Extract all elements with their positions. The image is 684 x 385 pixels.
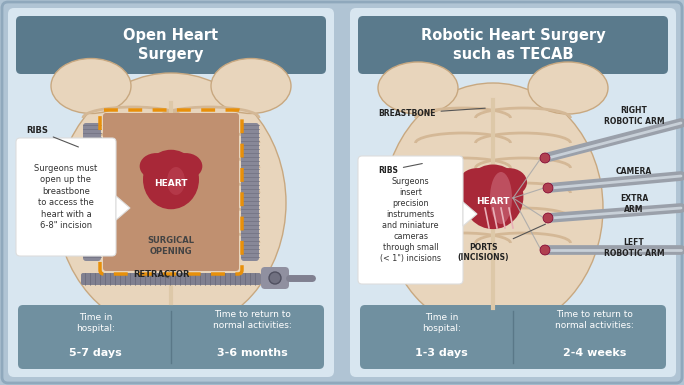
FancyBboxPatch shape [81, 273, 261, 285]
Polygon shape [463, 202, 477, 226]
Ellipse shape [383, 83, 603, 333]
Text: LEFT
ROBOTIC ARM: LEFT ROBOTIC ARM [604, 238, 664, 258]
Text: 5-7 days: 5-7 days [69, 348, 122, 358]
Ellipse shape [459, 168, 495, 197]
Text: SURGICAL
OPENING: SURGICAL OPENING [148, 236, 194, 256]
FancyBboxPatch shape [360, 305, 666, 369]
Text: EXTRA
ARM: EXTRA ARM [620, 194, 648, 214]
Text: Robotic Heart Surgery
such as TECAB: Robotic Heart Surgery such as TECAB [421, 28, 605, 62]
Text: HEART: HEART [155, 179, 187, 189]
FancyBboxPatch shape [358, 16, 668, 74]
Text: Open Heart
Surgery: Open Heart Surgery [123, 28, 219, 62]
Ellipse shape [143, 150, 199, 209]
Ellipse shape [462, 164, 523, 229]
FancyBboxPatch shape [241, 123, 259, 261]
Text: 2-4 weeks: 2-4 weeks [563, 348, 626, 358]
Text: Time in
hospital:: Time in hospital: [422, 313, 461, 333]
Ellipse shape [169, 153, 202, 179]
FancyBboxPatch shape [350, 8, 676, 377]
Ellipse shape [528, 62, 608, 114]
FancyBboxPatch shape [16, 16, 326, 74]
FancyBboxPatch shape [16, 138, 116, 256]
Ellipse shape [491, 168, 527, 197]
Ellipse shape [51, 59, 131, 114]
Ellipse shape [490, 172, 512, 224]
Circle shape [543, 213, 553, 223]
Polygon shape [116, 196, 130, 220]
Text: Surgeons
insert
precision
instruments
and miniature
cameras
through small
(< 1"): Surgeons insert precision instruments an… [380, 177, 441, 263]
FancyBboxPatch shape [8, 8, 334, 377]
Ellipse shape [378, 62, 458, 114]
FancyBboxPatch shape [18, 305, 324, 369]
FancyBboxPatch shape [103, 113, 239, 271]
Text: Time in
hospital:: Time in hospital: [76, 313, 115, 333]
Circle shape [540, 245, 550, 255]
Text: CAMERA: CAMERA [616, 167, 652, 176]
Text: PORTS
(INCISIONS): PORTS (INCISIONS) [457, 224, 545, 262]
FancyBboxPatch shape [83, 123, 101, 261]
Text: HEART: HEART [476, 196, 510, 206]
Text: 1-3 days: 1-3 days [415, 348, 468, 358]
FancyBboxPatch shape [358, 156, 463, 284]
Text: Time to return to
normal activities:: Time to return to normal activities: [213, 310, 292, 330]
Text: RIGHT
ROBOTIC ARM: RIGHT ROBOTIC ARM [604, 106, 664, 126]
Circle shape [269, 272, 281, 284]
FancyBboxPatch shape [261, 267, 289, 289]
Ellipse shape [167, 167, 185, 195]
Ellipse shape [140, 153, 173, 179]
Text: Surgeons must
open up the
breastbone
to access the
heart with a
6-8" incision: Surgeons must open up the breastbone to … [34, 164, 98, 230]
Ellipse shape [56, 73, 286, 333]
Ellipse shape [211, 59, 291, 114]
Text: BREASTBONE: BREASTBONE [378, 108, 485, 118]
Text: 3-6 months: 3-6 months [217, 348, 288, 358]
Text: Time to return to
normal activities:: Time to return to normal activities: [555, 310, 634, 330]
Text: RIBS: RIBS [26, 126, 79, 147]
Text: RETRACTOR: RETRACTOR [133, 270, 189, 279]
Circle shape [543, 183, 553, 193]
Circle shape [540, 153, 550, 163]
Text: RIBS: RIBS [378, 164, 422, 175]
